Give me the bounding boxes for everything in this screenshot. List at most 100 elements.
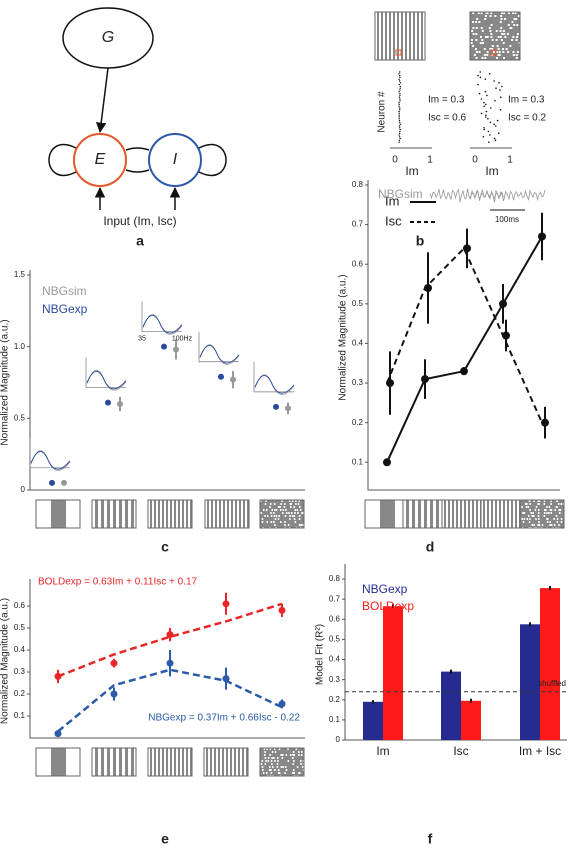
raster-x-tick: 0 xyxy=(472,155,478,166)
stimulus-stripe xyxy=(300,524,303,526)
stimulus-stripe xyxy=(172,748,174,776)
stimulus-stripe xyxy=(521,33,524,35)
y-tick-label: 0.3 xyxy=(329,675,341,684)
stimulus-stripe xyxy=(538,521,540,523)
stimulus-stripe xyxy=(299,506,301,508)
spike xyxy=(482,136,485,138)
stimulus-stripe xyxy=(180,500,182,528)
stimulus-stripe xyxy=(478,500,480,528)
stimulus-stripe xyxy=(263,754,266,756)
annotation: Im = 0.3 xyxy=(428,95,465,106)
stimulus-stripe xyxy=(482,42,485,44)
stimulus-stripe xyxy=(533,515,535,517)
spike xyxy=(398,105,400,107)
stimulus-row xyxy=(35,499,306,529)
stimulus-stripe xyxy=(555,515,558,517)
axis xyxy=(29,579,305,739)
stimulus-stripe xyxy=(292,757,294,759)
stimulus-stripe xyxy=(523,512,526,514)
stimulus-stripe xyxy=(36,500,51,528)
stimulus-stripe xyxy=(270,521,273,523)
stimulus-stripe xyxy=(546,506,548,508)
spike xyxy=(488,141,490,143)
stimulus-stripe xyxy=(513,18,516,20)
stimulus-stripe xyxy=(299,772,301,774)
stimulus-stripe xyxy=(294,509,297,511)
stimulus-stripe xyxy=(499,36,502,38)
stimulus-stripe xyxy=(264,503,267,505)
stimulus-stripe xyxy=(271,751,274,753)
stimulus-stripe xyxy=(537,503,539,505)
stimulus-stripe xyxy=(104,748,107,776)
y-tick-label: 0.1 xyxy=(329,715,341,724)
stimulus-stripe xyxy=(276,763,279,765)
stimulus-stripe xyxy=(284,503,286,505)
y-axis-label: Normalized Magnitude (a.u.) xyxy=(338,274,349,400)
stimulus-stripe xyxy=(503,33,506,35)
inset-axis xyxy=(198,331,239,363)
point xyxy=(166,631,174,639)
spike xyxy=(477,83,479,86)
stimulus-stripe xyxy=(284,766,287,768)
stimulus-stripe xyxy=(471,30,474,32)
stimulus-stripe xyxy=(516,36,519,38)
spike xyxy=(399,137,401,140)
stimulus-stripe xyxy=(515,57,518,59)
spike xyxy=(483,105,485,107)
spike xyxy=(398,136,401,138)
legend-entry: NBGsim xyxy=(42,284,87,298)
stimulus-stripe xyxy=(502,42,505,44)
stimulus-stripe xyxy=(510,27,513,29)
y-tick-label: 0.3 xyxy=(352,378,364,387)
stimulus-stripe xyxy=(289,515,291,517)
stimulus-stripe xyxy=(500,15,503,17)
stimulus-stripe xyxy=(273,757,275,759)
y-tick-label: 0.8 xyxy=(329,574,341,583)
stimulus-stripe xyxy=(470,500,472,528)
inset xyxy=(29,437,71,471)
y-axis-label: Model Fit (R²) xyxy=(315,624,326,685)
inset-axis xyxy=(141,301,182,333)
stimulus-stripe xyxy=(454,500,456,528)
stimulus-stripe xyxy=(491,39,494,41)
stimulus-stripe xyxy=(122,500,125,528)
point xyxy=(166,659,174,667)
stimulus-stripe xyxy=(507,24,510,26)
stimulus-stripe xyxy=(263,748,266,750)
stimulus-stripe xyxy=(535,518,537,520)
stimulus-stripe xyxy=(156,500,158,528)
stimulus-stripe xyxy=(513,500,515,528)
stimulus-stripe xyxy=(92,748,95,776)
stimulus-stripe xyxy=(298,751,300,753)
spike xyxy=(399,100,401,102)
stimulus-stripe xyxy=(122,748,125,776)
stimulus-stripe xyxy=(473,54,476,56)
stimulus-stripe xyxy=(492,51,495,53)
stimulus-stripe xyxy=(271,509,274,511)
stimulus-stripe xyxy=(479,42,482,44)
spike xyxy=(494,125,497,127)
stimulus-stripe xyxy=(497,48,500,50)
stimulus-stripe xyxy=(500,18,503,20)
inset-curve xyxy=(199,345,240,364)
spike xyxy=(399,98,401,100)
stimulus-stripe xyxy=(520,57,523,59)
stimulus-stripe xyxy=(209,500,211,528)
raster-x-tick: 0 xyxy=(392,155,398,166)
inset-tick: 100Hz xyxy=(172,336,193,343)
stimulus-stripe xyxy=(407,12,409,60)
stimulus-stripe xyxy=(433,500,436,528)
stimulus-stripe xyxy=(128,748,131,776)
spike xyxy=(398,141,400,143)
stimulus-stripe xyxy=(472,33,475,35)
stimulus-frame xyxy=(469,11,521,61)
stimulus-stripe xyxy=(152,500,154,528)
series-line xyxy=(386,246,543,424)
stimulus-stripe xyxy=(556,506,558,508)
stimulus-stripe xyxy=(527,506,530,508)
stimulus-stripe xyxy=(152,748,154,776)
stimulus-stripe xyxy=(530,512,532,514)
spike xyxy=(496,119,499,122)
point xyxy=(538,232,546,241)
stimulus-stripe xyxy=(301,751,303,753)
